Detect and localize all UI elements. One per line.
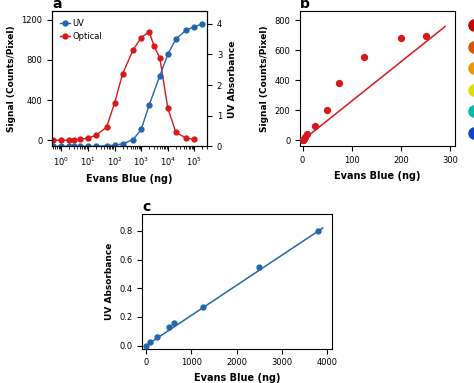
UV [120,142,126,146]
Point [422,33,429,39]
Point [360,54,368,60]
UV [66,144,72,149]
UV [58,144,64,149]
Point [304,131,311,137]
UV [104,143,109,148]
Optical [104,125,109,129]
Point [323,106,331,113]
Optical [173,130,179,134]
X-axis label: Evans Blue (ng): Evans Blue (ng) [194,373,280,383]
Optical [66,138,72,142]
Legend: UV, Optical: UV, Optical [59,18,103,42]
UV [85,144,91,149]
Line: Optical: Optical [51,29,197,143]
Optical [58,138,64,142]
Optical [71,137,77,142]
UV [51,144,56,149]
Y-axis label: Signal (Counts/Pixel): Signal (Counts/Pixel) [260,26,269,132]
Text: a: a [52,0,62,11]
Optical [112,101,118,105]
Optical [93,133,99,137]
UV [71,144,77,149]
Point [301,134,309,141]
UV [112,143,118,147]
Optical [183,136,189,141]
Optical [51,138,56,142]
UV [200,21,205,26]
Line: UV: UV [51,21,205,149]
Optical [120,72,126,76]
Optical [77,137,83,142]
UV [173,37,179,41]
Y-axis label: UV Absorbance: UV Absorbance [228,40,237,118]
UV [183,28,189,32]
UV [77,144,83,149]
Optical [157,56,163,60]
Optical [165,106,171,110]
UV [191,25,197,29]
UV [165,52,171,57]
Y-axis label: UV Absorbance: UV Absorbance [105,242,114,320]
Text: c: c [142,200,150,214]
UV [157,74,163,78]
Optical [85,136,91,141]
UV [130,137,136,142]
Point [299,137,306,143]
UV [93,144,99,149]
Text: b: b [300,0,310,11]
Y-axis label: Signal (Counts/Pixel): Signal (Counts/Pixel) [7,26,16,132]
Point [336,80,343,86]
Point [311,123,319,129]
Point [300,136,307,142]
Point [299,136,307,142]
Optical [191,137,197,142]
UV [146,103,152,107]
X-axis label: Evans Blue (ng): Evans Blue (ng) [86,174,173,184]
UV [138,127,144,132]
Optical [130,47,136,52]
X-axis label: Evans Blue (ng): Evans Blue (ng) [334,170,421,180]
Point [397,35,405,41]
Optical [138,35,144,40]
Optical [146,29,152,34]
Optical [151,43,157,48]
